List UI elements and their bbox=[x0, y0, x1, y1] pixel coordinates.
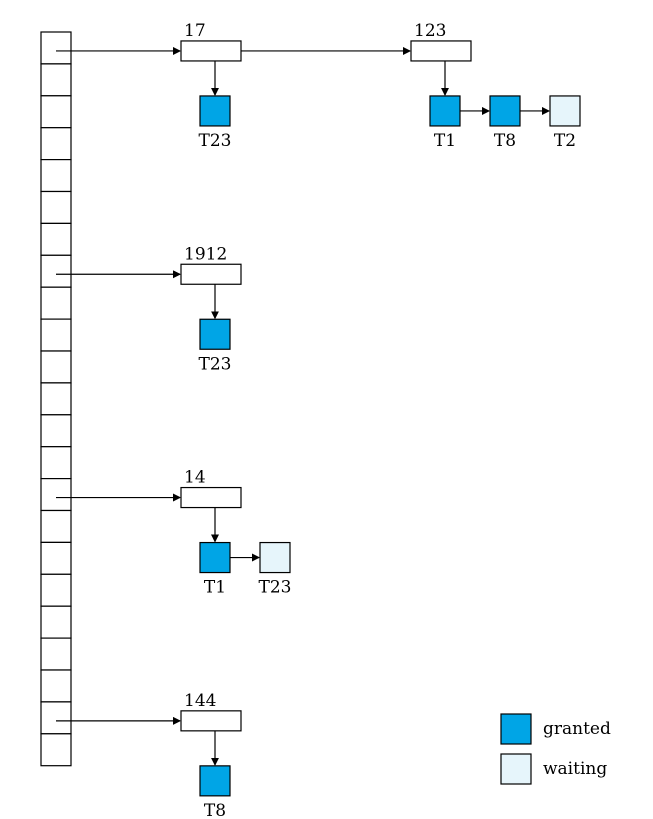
lock-request-granted bbox=[199, 318, 231, 350]
lock-request-granted bbox=[199, 95, 231, 127]
legend: granted waiting bbox=[500, 713, 611, 785]
transaction-label: T23 bbox=[199, 354, 232, 374]
transaction-label: T1 bbox=[204, 578, 226, 598]
lock-chains: 17 T23 123 T1 T8 T2 1912 T23 14 T1 T23 144 T8 bbox=[56, 21, 581, 819]
hash-bucket bbox=[40, 190, 72, 224]
transaction-label: T8 bbox=[204, 801, 226, 819]
transaction-label: T2 bbox=[554, 131, 576, 151]
hash-bucket bbox=[40, 350, 72, 384]
data-item-node bbox=[180, 486, 242, 509]
transaction-label: T1 bbox=[434, 131, 456, 151]
transaction-label: T23 bbox=[199, 131, 232, 151]
hash-bucket bbox=[40, 446, 72, 480]
hash-bucket bbox=[40, 541, 72, 575]
hash-bucket bbox=[40, 63, 72, 97]
hash-table-column bbox=[40, 31, 72, 767]
transaction-label: T23 bbox=[259, 578, 292, 598]
lock-request-granted bbox=[489, 95, 521, 127]
lock-chain: 14 T1 T23 bbox=[56, 468, 291, 598]
hash-bucket bbox=[40, 318, 72, 352]
hash-bucket bbox=[40, 222, 72, 256]
lock-request-waiting bbox=[259, 541, 291, 574]
hash-bucket bbox=[40, 509, 72, 543]
transaction-label: T8 bbox=[494, 131, 516, 151]
legend-swatch-waiting bbox=[500, 753, 532, 785]
hash-bucket bbox=[40, 127, 72, 161]
hash-bucket bbox=[40, 478, 72, 512]
hash-bucket bbox=[40, 31, 72, 65]
data-item-node bbox=[410, 40, 472, 62]
lock-chain: 1912 T23 bbox=[56, 244, 242, 374]
hash-bucket bbox=[40, 701, 72, 735]
data-item-id: 14 bbox=[184, 468, 206, 488]
legend-label: granted bbox=[543, 719, 611, 739]
data-item-id: 144 bbox=[184, 691, 216, 711]
data-item-id: 17 bbox=[184, 21, 206, 41]
hash-bucket bbox=[40, 382, 72, 416]
hash-bucket bbox=[40, 733, 72, 767]
hash-bucket bbox=[40, 286, 72, 320]
data-item-node bbox=[180, 710, 242, 732]
hash-bucket bbox=[40, 159, 72, 193]
data-item-node bbox=[180, 40, 242, 62]
legend-label: waiting bbox=[543, 759, 607, 779]
data-item-id: 123 bbox=[414, 21, 446, 41]
lock-request-granted bbox=[199, 765, 231, 797]
data-item-node bbox=[180, 263, 242, 285]
hash-bucket bbox=[40, 573, 72, 607]
lock-request-granted bbox=[429, 95, 461, 127]
hash-bucket bbox=[40, 637, 72, 671]
data-item-id: 1912 bbox=[184, 244, 227, 264]
hash-bucket bbox=[40, 254, 72, 288]
lock-chain: 144 T8 bbox=[56, 691, 242, 819]
hash-bucket bbox=[40, 669, 72, 703]
legend-swatch-granted bbox=[500, 713, 532, 745]
lock-request-granted bbox=[199, 541, 231, 574]
hash-bucket bbox=[40, 414, 72, 448]
lock-chain: 17 T23 123 T1 T8 T2 bbox=[56, 21, 581, 151]
lock-request-waiting bbox=[549, 95, 581, 127]
hash-bucket bbox=[40, 605, 72, 639]
hash-bucket bbox=[40, 95, 72, 129]
